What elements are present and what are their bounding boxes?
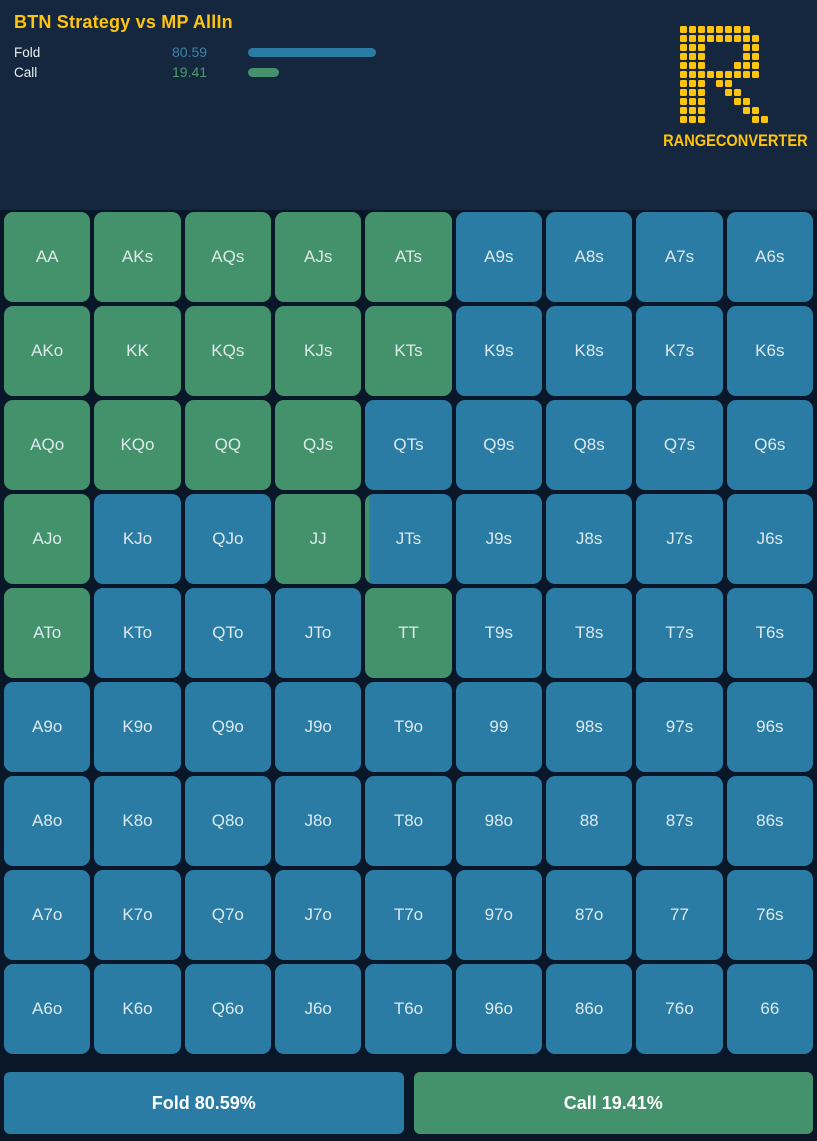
hand-cell-T8o[interactable]: T8o xyxy=(365,776,452,866)
hand-cell-T8s[interactable]: T8s xyxy=(546,588,633,678)
action-buttons: Fold 80.59% Call 19.41% xyxy=(0,1072,817,1134)
hand-cell-AQo[interactable]: AQo xyxy=(4,400,91,490)
hand-cell-QTs[interactable]: QTs xyxy=(365,400,452,490)
hand-cell-JJ[interactable]: JJ xyxy=(275,494,362,584)
hand-cell-Q8o[interactable]: Q8o xyxy=(184,776,271,866)
hand-cell-K9s[interactable]: K9s xyxy=(455,306,542,396)
hand-cell-AJs[interactable]: AJs xyxy=(275,212,362,302)
logo-r-icon xyxy=(680,26,770,125)
hand-cell-86s[interactable]: 86s xyxy=(726,776,813,866)
hand-cell-ATo[interactable]: ATo xyxy=(4,588,91,678)
hand-cell-K7o[interactable]: K7o xyxy=(94,870,181,960)
hand-cell-KK[interactable]: KK xyxy=(94,306,181,396)
hand-cell-J9o[interactable]: J9o xyxy=(275,682,362,772)
hand-cell-98o[interactable]: 98o xyxy=(455,776,542,866)
hand-cell-Q8s[interactable]: Q8s xyxy=(546,400,633,490)
hand-cell-AJo[interactable]: AJo xyxy=(4,494,91,584)
call-button[interactable]: Call 19.41% xyxy=(413,1072,813,1134)
hand-cell-T6s[interactable]: T6s xyxy=(726,588,813,678)
hand-cell-98s[interactable]: 98s xyxy=(546,682,633,772)
hand-cell-77[interactable]: 77 xyxy=(636,870,723,960)
hand-cell-AQs[interactable]: AQs xyxy=(184,212,271,302)
hand-cell-A7o[interactable]: A7o xyxy=(4,870,91,960)
hand-cell-86o[interactable]: 86o xyxy=(546,964,633,1054)
stat-frequency-bar xyxy=(248,47,376,57)
hand-cell-K6s[interactable]: K6s xyxy=(726,306,813,396)
hand-cell-T9o[interactable]: T9o xyxy=(365,682,452,772)
hand-cell-96s[interactable]: 96s xyxy=(726,682,813,772)
hand-cell-88[interactable]: 88 xyxy=(546,776,633,866)
hand-cell-JTs[interactable]: JTs xyxy=(365,494,452,584)
hand-cell-T6o[interactable]: T6o xyxy=(365,964,452,1054)
hand-cell-A9o[interactable]: A9o xyxy=(4,682,91,772)
hand-cell-KJs[interactable]: KJs xyxy=(275,306,362,396)
hand-range-grid: AA AKs AQs AJs ATs A9s A8s A7s A6s AKo KK KQs KJs KTs… xyxy=(0,210,817,1054)
hand-cell-J9s[interactable]: J9s xyxy=(455,494,542,584)
hand-cell-A6o[interactable]: A6o xyxy=(4,964,91,1054)
hand-cell-T7o[interactable]: T7o xyxy=(365,870,452,960)
hand-cell-96o[interactable]: 96o xyxy=(455,964,542,1054)
hand-cell-QJo[interactable]: QJo xyxy=(184,494,271,584)
hand-cell-K6o[interactable]: K6o xyxy=(94,964,181,1054)
hand-cell-ATs[interactable]: ATs xyxy=(365,212,452,302)
strategy-header: BTN Strategy vs MP AllIn Fold 80.59 Call 19… xyxy=(0,0,817,210)
hand-cell-A7s[interactable]: A7s xyxy=(636,212,723,302)
hand-cell-J6o[interactable]: J6o xyxy=(275,964,362,1054)
stat-value: 80.59 xyxy=(172,44,208,60)
hand-cell-AKs[interactable]: AKs xyxy=(94,212,181,302)
hand-cell-76s[interactable]: 76s xyxy=(726,870,813,960)
hand-cell-AKo[interactable]: AKo xyxy=(4,306,91,396)
hand-cell-76o[interactable]: 76o xyxy=(636,964,723,1054)
hand-cell-K9o[interactable]: K9o xyxy=(94,682,181,772)
hand-cell-Q6o[interactable]: Q6o xyxy=(184,964,271,1054)
hand-cell-Q9o[interactable]: Q9o xyxy=(184,682,271,772)
hand-cell-J6s[interactable]: J6s xyxy=(726,494,813,584)
hand-cell-66[interactable]: 66 xyxy=(726,964,813,1054)
hand-cell-A9s[interactable]: A9s xyxy=(455,212,542,302)
hand-cell-KQo[interactable]: KQo xyxy=(94,400,181,490)
hand-cell-KTo[interactable]: KTo xyxy=(94,588,181,678)
action-frequency-list: Fold 80.59 Call 19.41 xyxy=(14,42,803,82)
hand-cell-A8o[interactable]: A8o xyxy=(4,776,91,866)
hand-cell-K8o[interactable]: K8o xyxy=(94,776,181,866)
hand-cell-J7s[interactable]: J7s xyxy=(636,494,723,584)
hand-cell-A6s[interactable]: A6s xyxy=(726,212,813,302)
hand-cell-T9s[interactable]: T9s xyxy=(455,588,542,678)
hand-cell-97o[interactable]: 97o xyxy=(455,870,542,960)
stat-label: Fold xyxy=(14,44,41,60)
page-title: BTN Strategy vs MP AllIn xyxy=(14,12,233,32)
hand-cell-QTo[interactable]: QTo xyxy=(184,588,271,678)
fold-button[interactable]: Fold 80.59% xyxy=(4,1072,404,1134)
hand-cell-KJo[interactable]: KJo xyxy=(94,494,181,584)
stat-row-call: Call 19.41 xyxy=(14,62,803,82)
hand-cell-Q6s[interactable]: Q6s xyxy=(726,400,813,490)
hand-cell-J8o[interactable]: J8o xyxy=(275,776,362,866)
hand-cell-Q9s[interactable]: Q9s xyxy=(455,400,542,490)
hand-cell-JTo[interactable]: JTo xyxy=(275,588,362,678)
hand-cell-KTs[interactable]: KTs xyxy=(365,306,452,396)
hand-cell-QJs[interactable]: QJs xyxy=(275,400,362,490)
hand-cell-J8s[interactable]: J8s xyxy=(546,494,633,584)
stat-value: 19.41 xyxy=(172,64,208,80)
stat-frequency-bar xyxy=(248,67,279,77)
hand-cell-AA[interactable]: AA xyxy=(4,212,91,302)
hand-cell-K8s[interactable]: K8s xyxy=(546,306,633,396)
hand-cell-Q7s[interactable]: Q7s xyxy=(636,400,723,490)
hand-cell-K7s[interactable]: K7s xyxy=(636,306,723,396)
hand-cell-97s[interactable]: 97s xyxy=(636,682,723,772)
hand-cell-A8s[interactable]: A8s xyxy=(546,212,633,302)
hand-cell-99[interactable]: 99 xyxy=(455,682,542,772)
hand-cell-QQ[interactable]: QQ xyxy=(184,400,271,490)
rangeconverter-logo: RANGECONVERTER xyxy=(653,20,808,151)
stat-row-fold: Fold 80.59 xyxy=(14,42,803,62)
stat-label: Call xyxy=(14,64,38,80)
logo-wordmark: RANGECONVERTER xyxy=(663,131,808,150)
hand-cell-TT[interactable]: TT xyxy=(365,588,452,678)
hand-cell-87o[interactable]: 87o xyxy=(546,870,633,960)
hand-cell-T7s[interactable]: T7s xyxy=(636,588,723,678)
hand-cell-87s[interactable]: 87s xyxy=(636,776,723,866)
hand-cell-Q7o[interactable]: Q7o xyxy=(184,870,271,960)
hand-cell-KQs[interactable]: KQs xyxy=(184,306,271,396)
hand-cell-J7o[interactable]: J7o xyxy=(275,870,362,960)
